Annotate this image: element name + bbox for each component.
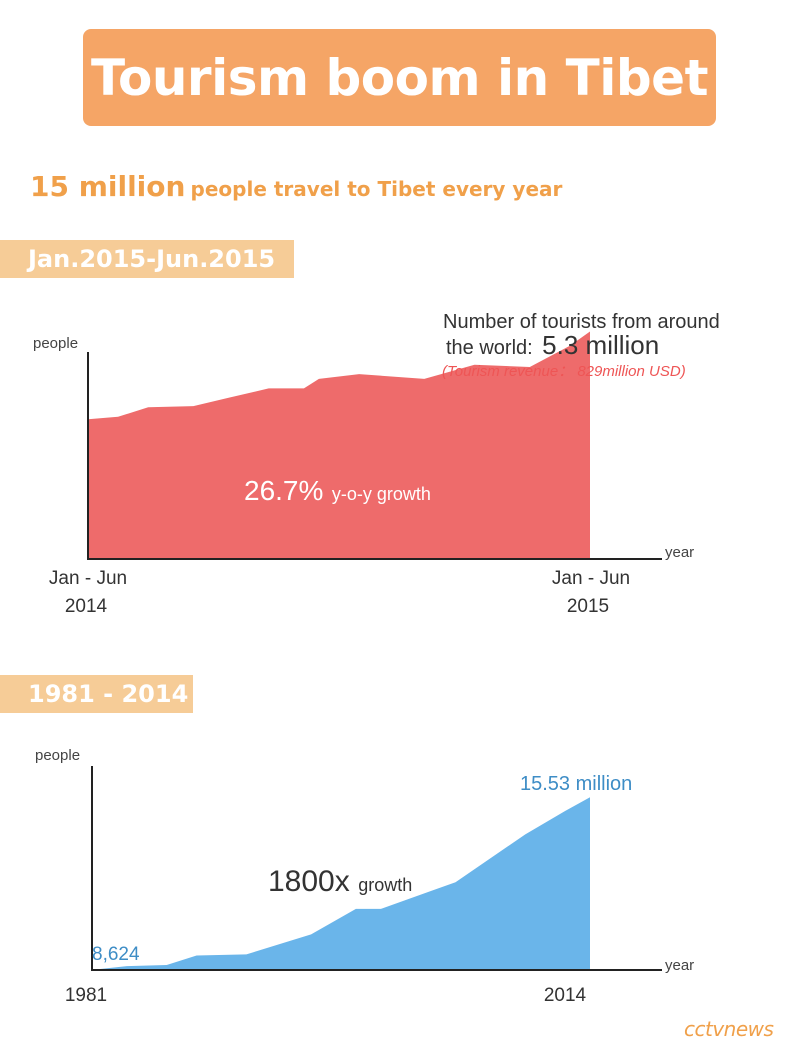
chart-1-x-end-line1: Jan - Jun [552,568,630,589]
chart-1-annotation-value: 5.3 million [542,330,659,360]
chart-2-growth: 1800x growth [268,865,412,898]
chart-1-x-end-line2: 2015 [567,596,609,617]
chart-2-area [92,797,590,970]
chart-1-x-label: year [665,544,694,561]
chart-1-growth: 26.7% y-o-y growth [244,475,431,506]
period-label-1: Jan.2015-Jun.2015 [0,240,294,278]
page-title: Tourism boom in Tibet [91,48,708,107]
chart-2-growth-value: 1800x [268,865,350,898]
chart-1-annotation-line2: the world: 5.3 million [446,330,659,360]
subtitle-rest: people travel to Tibet every year [190,177,563,201]
chart-1: people year Jan - Jun 2014 Jan - Jun 201… [33,311,720,617]
chart-1-x-start-line1: Jan - Jun [49,568,127,589]
subtitle-highlight: 15 million [30,170,186,203]
chart-2-y-label: people [35,747,80,764]
chart-1-growth-label: y-o-y growth [332,484,431,504]
title-banner: Tourism boom in Tibet [83,29,716,126]
chart-1-annotation-prefix: the world: [446,337,533,359]
chart-1-y-label: people [33,335,78,352]
chart-1-area [88,331,590,559]
chart-2-growth-label: growth [358,875,412,895]
chart-1-x-start-line2: 2014 [65,596,108,617]
chart-2-end-value: 15.53 million [520,773,632,795]
chart-2-x-end: 2014 [544,985,587,1006]
period-label-2: 1981 - 2014 [0,675,193,713]
chart-1-growth-value: 26.7% [244,475,323,506]
chart-1-annotation-line1: Number of tourists from around [443,311,720,333]
chart-2-x-start: 1981 [65,985,107,1006]
cctvnews-logo: cctvnews [684,1017,774,1041]
chart-2: people year 1981 2014 8,624 15.53 millio… [35,747,694,1006]
chart-2-x-label: year [665,957,694,974]
chart-2-start-value: 8,624 [92,944,140,965]
chart-1-revenue: (Tourism revenue： 829million USD) [442,363,686,380]
subtitle: 15 million people travel to Tibet every … [30,170,562,203]
